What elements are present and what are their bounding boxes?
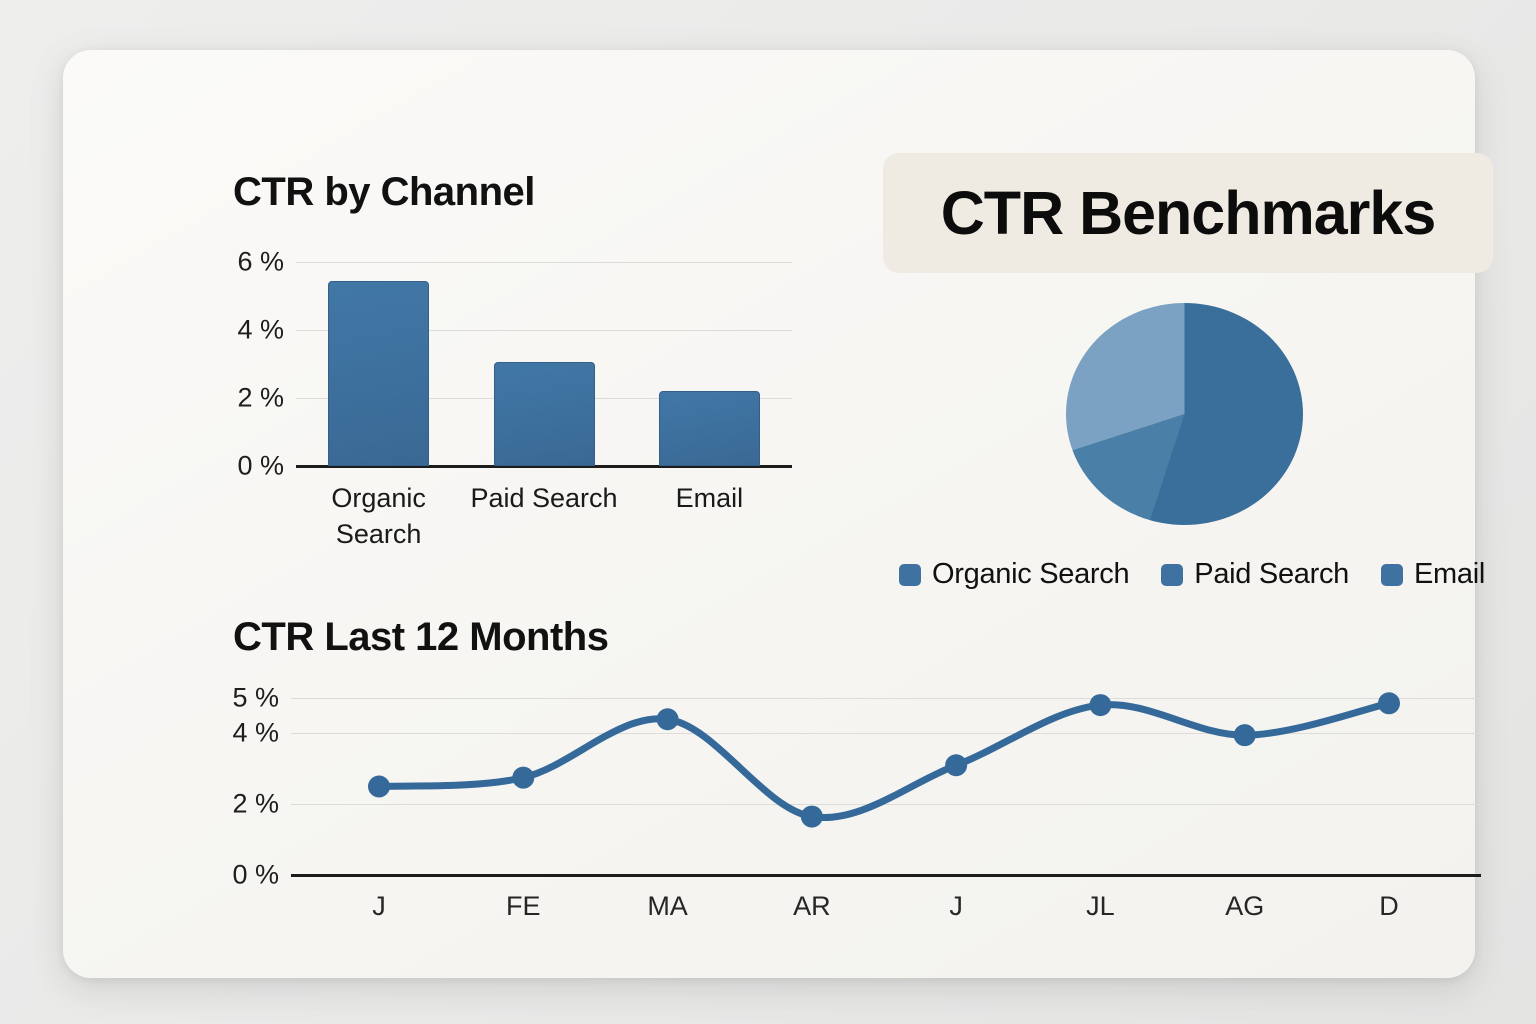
pie-chart-circle: [1066, 303, 1303, 525]
line-chart-data-point[interactable]: [512, 766, 535, 789]
line-chart-gridline: [291, 698, 1481, 699]
legend-item[interactable]: Organic Search: [899, 558, 1130, 591]
line-chart-y-tick-label: 5 %: [232, 682, 279, 713]
line-chart-x-tick-label: FE: [506, 891, 541, 921]
line-chart-data-point[interactable]: [945, 754, 968, 777]
line-chart-data-point[interactable]: [800, 805, 823, 828]
legend-swatch-icon: [899, 563, 921, 586]
bar-chart: CTR by Channel 0 % 2 % 4 % 6 % Organic Searc…: [233, 170, 813, 570]
line-chart-y-tick-label: 4 %: [232, 717, 279, 748]
line-chart-y-tick-label: 2 %: [232, 788, 279, 819]
bar-chart-y-tick-label: 0 %: [237, 450, 284, 481]
line-chart-axis-line: [291, 874, 1481, 877]
line-chart-x-tick-label: AR: [793, 891, 831, 921]
legend-item-label: Organic Search: [932, 558, 1130, 590]
pie-chart: [1066, 303, 1303, 525]
line-chart-series-path: [375, 699, 1393, 822]
bar-chart-y-tick-label: 2 %: [237, 382, 284, 413]
bar-chart-title: CTR by Channel: [233, 170, 535, 214]
line-chart-x-tick-label: J: [949, 891, 963, 921]
line-chart-plot-area: 0 % 2 % 4 % 5 % J FE MA AR J JL AG D: [232, 683, 1481, 921]
bar-chart-plot-area: 0 % 2 % 4 % 6 % Organic Search Paid Search Ema…: [237, 247, 792, 549]
line-chart-x-tick-label: D: [1379, 891, 1399, 921]
line-chart-data-point[interactable]: [1233, 724, 1256, 747]
legend-item[interactable]: Paid Search: [1161, 558, 1349, 591]
line-chart: CTR Last 12 Months 0 % 2 % 4 % 5 % J FE MA AR J J…: [232, 615, 1498, 935]
bar-chart-x-tick-label: Organic Search: [331, 483, 426, 549]
line-chart-series-svg: [368, 692, 1400, 828]
legend-swatch-icon: [1380, 563, 1403, 586]
legend-item-label: Email: [1413, 558, 1485, 590]
bar-chart-x-tick-label: Email: [675, 483, 744, 513]
line-chart-data-point[interactable]: [656, 708, 679, 731]
pie-chart-legend: Organic Search Paid Search Email: [899, 558, 1499, 591]
legend-item[interactable]: Email: [1380, 558, 1485, 591]
legend-swatch-icon: [1161, 563, 1184, 586]
line-chart-data-point[interactable]: [1378, 692, 1400, 715]
line-chart-gridline: [291, 804, 1481, 806]
dashboard-card: CTR Benchmarks CTR by Channel 0 % 2 % 4 % 6…: [63, 50, 1493, 978]
line-chart-gridline: [291, 733, 1481, 735]
bar[interactable]: [328, 280, 430, 466]
line-chart-data-point[interactable]: [1089, 694, 1112, 717]
line-chart-x-tick-label: AG: [1225, 891, 1265, 921]
line-chart-x-tick-label: MA: [647, 891, 688, 921]
line-chart-x-tick-label: J: [372, 891, 386, 921]
bar-chart-y-tick-label: 6 %: [237, 246, 284, 277]
header-banner: CTR Benchmarks: [883, 153, 1493, 273]
bar-chart-gridline: [296, 330, 792, 331]
line-chart-data-point[interactable]: [368, 775, 390, 798]
line-chart-x-tick-label: JL: [1086, 891, 1115, 921]
page-title: CTR Benchmarks: [940, 179, 1437, 247]
line-chart-title: CTR Last 12 Months: [233, 615, 609, 659]
bar[interactable]: [493, 362, 595, 466]
legend-item-label: Paid Search: [1194, 558, 1349, 590]
line-chart-y-tick-label: 0 %: [232, 859, 279, 890]
bar-chart-axis-line: [296, 465, 792, 468]
bar-chart-y-tick-label: 4 %: [237, 314, 284, 345]
bar-chart-x-tick-label: Paid Search: [470, 483, 618, 513]
bar-chart-gridline: [296, 262, 792, 263]
bar[interactable]: [658, 391, 760, 466]
